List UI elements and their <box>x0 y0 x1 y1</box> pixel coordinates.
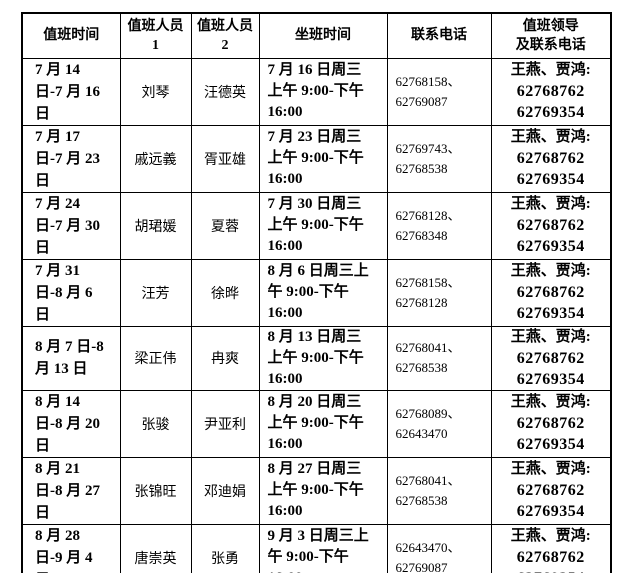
sitting-time-cell: 7 月 30 日周三上午 9:00-下午 16:00 <box>258 191 388 260</box>
schedule-row: 7 月 17 日-7 月 23 日 戚远義 胥亚雄 7 月 23 日周三上午 9… <box>21 124 612 193</box>
duty-time-cell: 7 月 14 日-7 月 16 日 <box>21 57 121 126</box>
duty-time-cell: 8 月 7 日-8 月 13 日 <box>21 325 121 391</box>
header-leader-line1: 值班领导 <box>522 18 579 34</box>
person2-cell: 夏蓉 <box>190 191 260 260</box>
person2-cell: 徐晔 <box>190 258 260 327</box>
duty-time-cell: 8 月 28 日-9 月 4 日 <box>21 523 121 573</box>
sitting-time-cell: 8 月 6 日周三上午 9:00-下午 16:00 <box>258 258 388 327</box>
schedule-row: 8 月 14 日-8 月 20 日 张骏 尹亚利 8 月 20 日周三上午 9:… <box>21 389 612 458</box>
leader-names: 王燕、贾鸿: <box>510 328 591 345</box>
schedule-row: 7 月 24 日-7 月 30 日 胡珺媛 夏蓉 7 月 30 日周三上午 9:… <box>21 191 612 260</box>
contact-phone-cell: 62769743、62768538 <box>386 124 492 193</box>
person1-cell: 张锦旺 <box>119 456 192 525</box>
sitting-time-cell: 7 月 23 日周三上午 9:00-下午 16:00 <box>258 124 388 193</box>
leader-names: 王燕、贾鸿: <box>510 461 591 477</box>
header-leader-line2: 及联系电话 <box>515 37 586 53</box>
leader-phone2: 62769354 <box>516 370 585 388</box>
leader-phone2: 62769354 <box>516 503 585 520</box>
leader-phone1: 62768762 <box>516 150 585 167</box>
leader-phone1: 62768762 <box>516 83 585 100</box>
leader-phone1: 62768762 <box>516 284 585 301</box>
person1-cell: 胡珺媛 <box>119 191 192 260</box>
person1-cell: 汪芳 <box>119 258 192 327</box>
leader-phone1: 62768762 <box>516 549 585 566</box>
leader-phone1: 62768762 <box>516 415 585 432</box>
duty-time-cell: 8 月 21 日-8 月 27 日 <box>21 456 121 525</box>
header-person2-line2: 2 <box>221 37 229 53</box>
duty-schedule-table: 值班时间 值班人员 1 值班人员 2 坐班时间 联系电话 值班领导 及联系电话 <box>21 12 612 573</box>
person1-cell: 张骏 <box>119 389 192 458</box>
leader-phone2: 62769354 <box>494 568 609 573</box>
person1-cell: 刘琴 <box>119 57 192 126</box>
leader-cell: 王燕、贾鸿: 62768762 62769354 <box>490 258 612 327</box>
header-row: 值班时间 值班人员 1 值班人员 2 坐班时间 联系电话 值班领导 及联系电话 <box>21 12 612 59</box>
contact-phone-cell: 62643470、62769087 <box>386 523 492 573</box>
leader-names: 王燕、贾鸿: <box>510 394 591 410</box>
contact-phone-cell: 62768158、62769087 <box>386 57 492 126</box>
person2-cell: 冉爽 <box>190 325 260 391</box>
person1-cell: 唐崇英 <box>119 523 192 573</box>
leader-cell: 王燕、贾鸿: 62768762 62769354 <box>490 191 612 260</box>
leader-cell: 王燕、贾鸿: 62768762 62769354 <box>490 456 612 525</box>
header-person2: 值班人员 2 <box>190 12 260 59</box>
duty-time-cell: 7 月 17 日-7 月 23 日 <box>21 124 121 193</box>
person2-cell: 尹亚利 <box>190 389 260 458</box>
leader-names: 王燕、贾鸿: <box>510 62 591 78</box>
leader-phone2: 62769354 <box>516 171 585 188</box>
person2-cell: 邓迪娟 <box>190 456 260 525</box>
leader-names: 王燕、贾鸿: <box>510 196 591 212</box>
leader-phone1: 62768762 <box>516 482 585 499</box>
person1-cell: 梁正伟 <box>119 325 192 391</box>
leader-cell: 王燕、贾鸿: 62768762 62769354 <box>490 523 612 573</box>
sitting-time-cell: 8 月 27 日周三上午 9:00-下午 16:00 <box>258 456 388 525</box>
leader-phone2: 62769354 <box>516 305 585 322</box>
leader-cell: 王燕、贾鸿: 62768762 62769354 <box>490 124 612 193</box>
person2-cell: 汪德英 <box>190 57 260 126</box>
leader-phone2: 62769354 <box>516 238 585 255</box>
header-contact-phone: 联系电话 <box>386 12 492 59</box>
schedule-row: 8 月 28 日-9 月 4 日 唐崇英 张勇 9 月 3 日周三上午 9:00… <box>21 523 612 573</box>
sitting-time-cell: 8 月 13 日周三上午 9:00-下午 16:00 <box>258 325 388 391</box>
contact-phone-cell: 62768041、62768538 <box>386 325 492 391</box>
duty-time-cell: 7 月 24 日-7 月 30 日 <box>21 191 121 260</box>
leader-names: 王燕、贾鸿: <box>510 263 591 279</box>
header-person1-line2: 1 <box>152 37 159 53</box>
sitting-time-cell: 8 月 20 日周三上午 9:00-下午 16:00 <box>258 389 388 458</box>
header-person1-line1: 值班人员 <box>127 18 184 34</box>
duty-time-cell: 7 月 31 日-8 月 6 日 <box>21 258 121 327</box>
schedule-row: 8 月 21 日-8 月 27 日 张锦旺 邓迪娟 8 月 27 日周三上午 9… <box>21 456 612 525</box>
leader-phone2: 62769354 <box>516 436 585 453</box>
leader-names: 王燕、贾鸿: <box>510 129 591 145</box>
header-person1: 值班人员 1 <box>119 12 192 59</box>
person1-cell: 戚远義 <box>119 124 192 193</box>
schedule-row: 8 月 7 日-8 月 13 日 梁正伟 冉爽 8 月 13 日周三上午 9:0… <box>21 325 612 391</box>
contact-phone-cell: 62768158、62768128 <box>386 258 492 327</box>
leader-cell: 王燕、贾鸿: 62768762 62769354 <box>490 57 612 126</box>
person2-cell: 胥亚雄 <box>190 124 260 193</box>
schedule-row: 7 月 14 日-7 月 16 日 刘琴 汪德英 7 月 16 日周三上午 9:… <box>21 57 612 126</box>
sitting-time-cell: 9 月 3 日周三上午 9:00-下午 16:00 <box>258 523 388 573</box>
leader-cell: 王燕、贾鸿: 62768762 62769354 <box>490 325 612 391</box>
contact-phone-cell: 62768041、62768538 <box>386 456 492 525</box>
leader-names: 王燕、贾鸿: <box>510 528 591 544</box>
header-sitting-time: 坐班时间 <box>258 12 388 59</box>
leader-phone1: 62768762 <box>516 349 585 367</box>
contact-phone-cell: 62768128、62768348 <box>386 191 492 260</box>
contact-phone-cell: 62768089、62643470 <box>386 389 492 458</box>
duty-time-cell: 8 月 14 日-8 月 20 日 <box>21 389 121 458</box>
sitting-time-cell: 7 月 16 日周三上午 9:00-下午 16:00 <box>258 57 388 126</box>
leader-phone2: 62769354 <box>516 104 585 121</box>
header-person2-line1: 值班人员 <box>197 18 253 34</box>
schedule-row: 7 月 31 日-8 月 6 日 汪芳 徐晔 8 月 6 日周三上午 9:00-… <box>21 258 612 327</box>
person2-cell: 张勇 <box>190 523 260 573</box>
header-duty-time: 值班时间 <box>21 12 121 59</box>
leader-phone1: 62768762 <box>516 217 585 234</box>
header-duty-leader: 值班领导 及联系电话 <box>490 12 612 59</box>
leader-cell: 王燕、贾鸿: 62768762 62769354 <box>490 389 612 458</box>
